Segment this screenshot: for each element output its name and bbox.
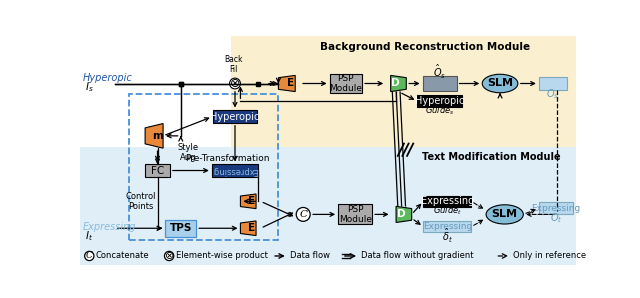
FancyBboxPatch shape bbox=[423, 221, 472, 232]
FancyBboxPatch shape bbox=[212, 111, 257, 123]
Text: Pre-Transformation: Pre-Transformation bbox=[185, 153, 269, 163]
Text: Expressing: Expressing bbox=[420, 196, 474, 206]
Circle shape bbox=[164, 251, 174, 260]
Text: D: D bbox=[397, 209, 405, 219]
Text: Expressing: Expressing bbox=[83, 222, 136, 232]
FancyBboxPatch shape bbox=[165, 220, 196, 237]
Text: $\hat{\delta}_t$: $\hat{\delta}_t$ bbox=[442, 227, 453, 245]
Text: Data flow without gradient: Data flow without gradient bbox=[362, 252, 474, 260]
Text: Expressing: Expressing bbox=[531, 204, 580, 213]
FancyBboxPatch shape bbox=[539, 77, 566, 90]
Text: $Guide_t$: $Guide_t$ bbox=[433, 204, 462, 217]
Text: Hyperopic: Hyperopic bbox=[415, 96, 464, 106]
Text: $O_t$: $O_t$ bbox=[550, 211, 562, 225]
Circle shape bbox=[84, 251, 94, 260]
Polygon shape bbox=[278, 75, 295, 91]
Text: Data flow: Data flow bbox=[290, 252, 330, 260]
Text: C: C bbox=[300, 210, 307, 219]
Polygon shape bbox=[390, 75, 406, 91]
Polygon shape bbox=[145, 124, 163, 148]
Text: Concatenate: Concatenate bbox=[95, 252, 149, 260]
FancyBboxPatch shape bbox=[539, 202, 573, 214]
Text: Background Reconstruction Module: Background Reconstruction Module bbox=[320, 42, 530, 52]
Text: PSP
Module: PSP Module bbox=[339, 205, 372, 224]
Text: SLM: SLM bbox=[492, 209, 518, 219]
Text: D: D bbox=[391, 78, 400, 89]
Text: Hyperopic: Hyperopic bbox=[211, 112, 260, 122]
Text: E: E bbox=[248, 223, 255, 233]
Text: $\otimes$: $\otimes$ bbox=[229, 77, 241, 90]
Ellipse shape bbox=[486, 205, 524, 224]
Text: $\otimes$: $\otimes$ bbox=[164, 251, 174, 261]
Text: E: E bbox=[248, 196, 255, 206]
Text: $\hat{O}_s$: $\hat{O}_s$ bbox=[433, 63, 446, 81]
Text: SLM: SLM bbox=[487, 78, 513, 89]
Polygon shape bbox=[241, 221, 256, 236]
FancyBboxPatch shape bbox=[422, 76, 457, 91]
Text: Element-wise product: Element-wise product bbox=[176, 252, 268, 260]
Text: $O_s$: $O_s$ bbox=[546, 87, 559, 101]
Polygon shape bbox=[231, 36, 576, 148]
Circle shape bbox=[296, 207, 310, 221]
Text: Only in reference: Only in reference bbox=[513, 252, 586, 260]
Text: Hyperopic: Hyperopic bbox=[83, 73, 132, 83]
FancyBboxPatch shape bbox=[417, 95, 462, 107]
FancyBboxPatch shape bbox=[212, 164, 259, 177]
Text: Expressing: Expressing bbox=[423, 222, 472, 231]
FancyBboxPatch shape bbox=[330, 74, 362, 93]
Text: m: m bbox=[152, 131, 163, 141]
Polygon shape bbox=[241, 194, 256, 209]
Text: E: E bbox=[287, 78, 294, 89]
Text: PSP
Module: PSP Module bbox=[330, 74, 362, 93]
Text: Text Modification Module: Text Modification Module bbox=[422, 152, 561, 162]
Text: FC: FC bbox=[151, 165, 164, 176]
Text: Control
Points: Control Points bbox=[125, 192, 156, 211]
FancyBboxPatch shape bbox=[338, 204, 372, 224]
Text: $I_t$: $I_t$ bbox=[84, 229, 93, 243]
Text: Style
Aug: Style Aug bbox=[178, 143, 199, 162]
Text: Expressing: Expressing bbox=[212, 166, 258, 175]
Polygon shape bbox=[396, 206, 412, 223]
Circle shape bbox=[230, 78, 241, 89]
Text: Back
Fil: Back Fil bbox=[224, 55, 243, 74]
FancyBboxPatch shape bbox=[423, 195, 472, 207]
Ellipse shape bbox=[482, 74, 518, 93]
Text: $Guide_s$: $Guide_s$ bbox=[425, 105, 454, 117]
FancyBboxPatch shape bbox=[145, 164, 170, 177]
Text: C: C bbox=[86, 252, 93, 260]
Text: TPS: TPS bbox=[170, 223, 192, 233]
Text: $I_s$: $I_s$ bbox=[84, 80, 93, 94]
Polygon shape bbox=[80, 148, 576, 265]
